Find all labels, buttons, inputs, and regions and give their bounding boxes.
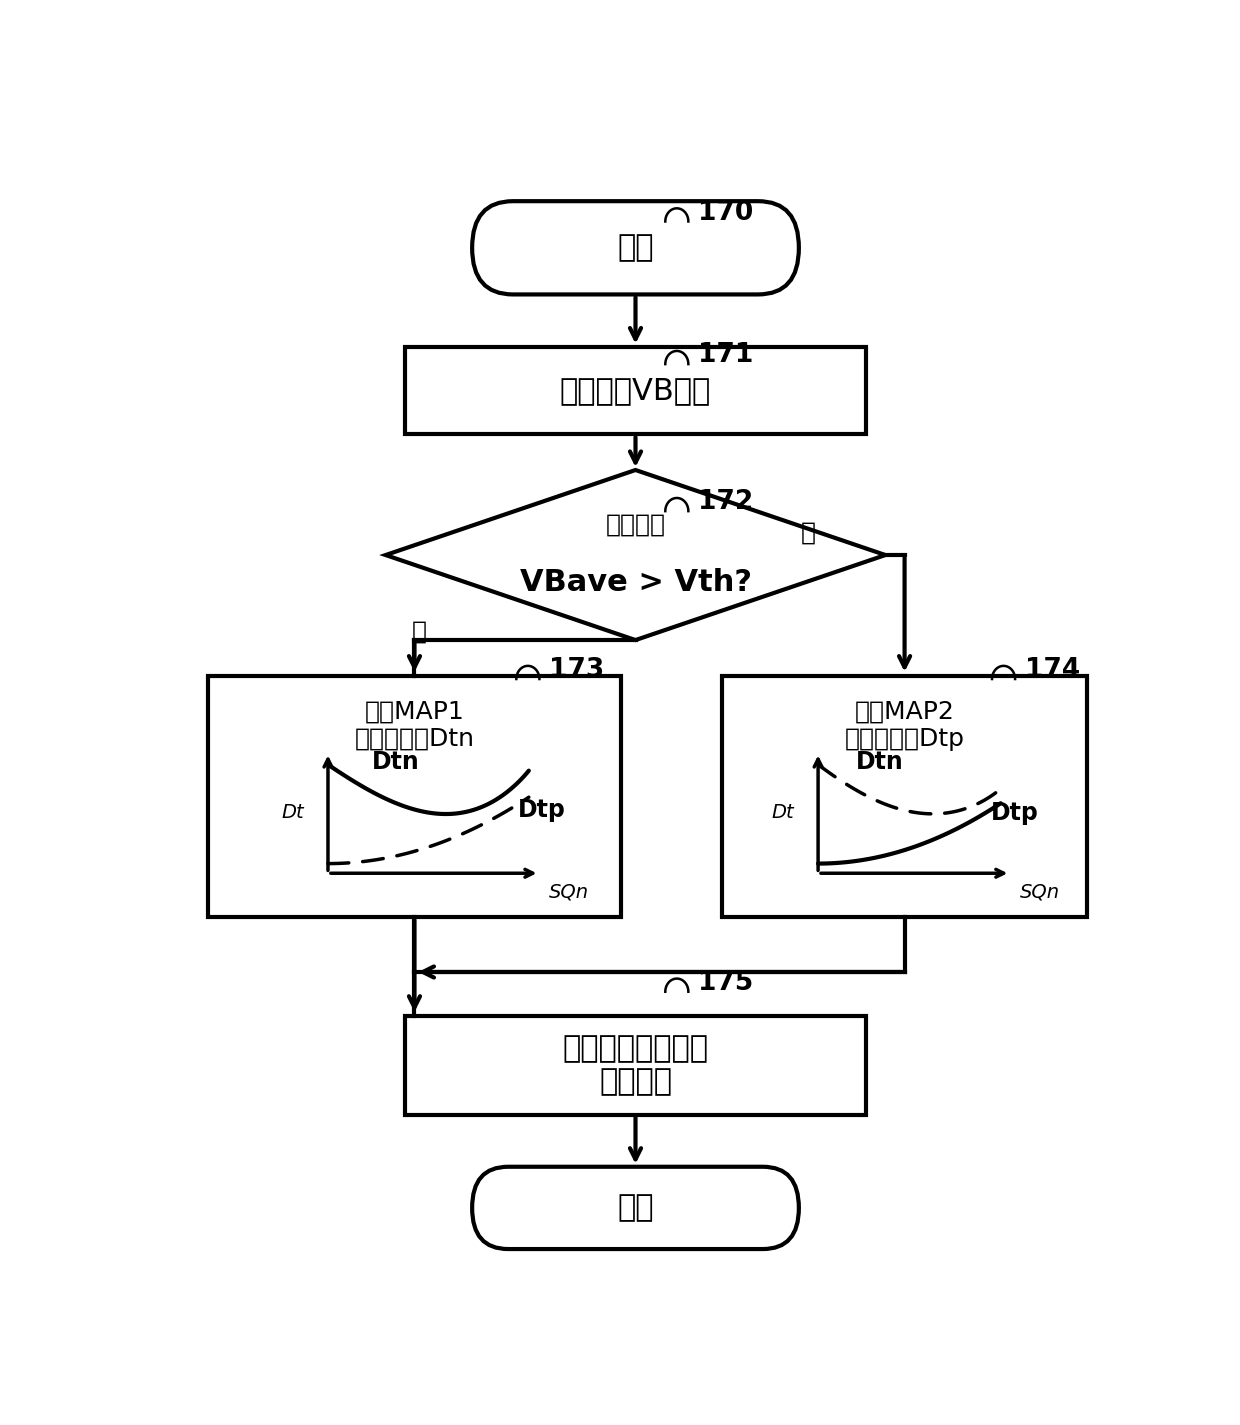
Text: Dtp: Dtp — [518, 798, 567, 822]
Text: 是: 是 — [801, 522, 816, 546]
Text: SQn: SQn — [1021, 882, 1060, 901]
Text: 171: 171 — [698, 342, 754, 368]
Text: 开始: 开始 — [618, 234, 653, 262]
Text: 170: 170 — [698, 200, 753, 225]
Text: Dtp: Dtp — [991, 801, 1039, 825]
Text: 选择MAP1
正常占空比Dtn: 选择MAP1 正常占空比Dtn — [355, 700, 475, 751]
Text: 172: 172 — [698, 489, 753, 516]
Text: 转换器电路的控制
（切换）: 转换器电路的控制 （切换） — [563, 1035, 708, 1097]
Text: 返回: 返回 — [618, 1193, 653, 1223]
Text: 175: 175 — [698, 970, 753, 996]
Text: 选择MAP2
保护占空比Dtp: 选择MAP2 保护占空比Dtp — [844, 700, 965, 751]
Text: 电源电压VB处理: 电源电压VB处理 — [560, 376, 711, 405]
Text: Dtn: Dtn — [372, 751, 419, 774]
Text: SQn: SQn — [549, 882, 589, 901]
Text: VBave > Vth?: VBave > Vth? — [520, 569, 751, 597]
Text: Dt: Dt — [281, 804, 304, 822]
Text: 173: 173 — [549, 657, 604, 683]
Text: Dtn: Dtn — [856, 751, 904, 774]
Text: Dt: Dt — [771, 804, 794, 822]
Text: 确定电压: 确定电压 — [605, 513, 666, 536]
Text: 否: 否 — [412, 620, 427, 644]
Text: 174: 174 — [1024, 657, 1080, 683]
